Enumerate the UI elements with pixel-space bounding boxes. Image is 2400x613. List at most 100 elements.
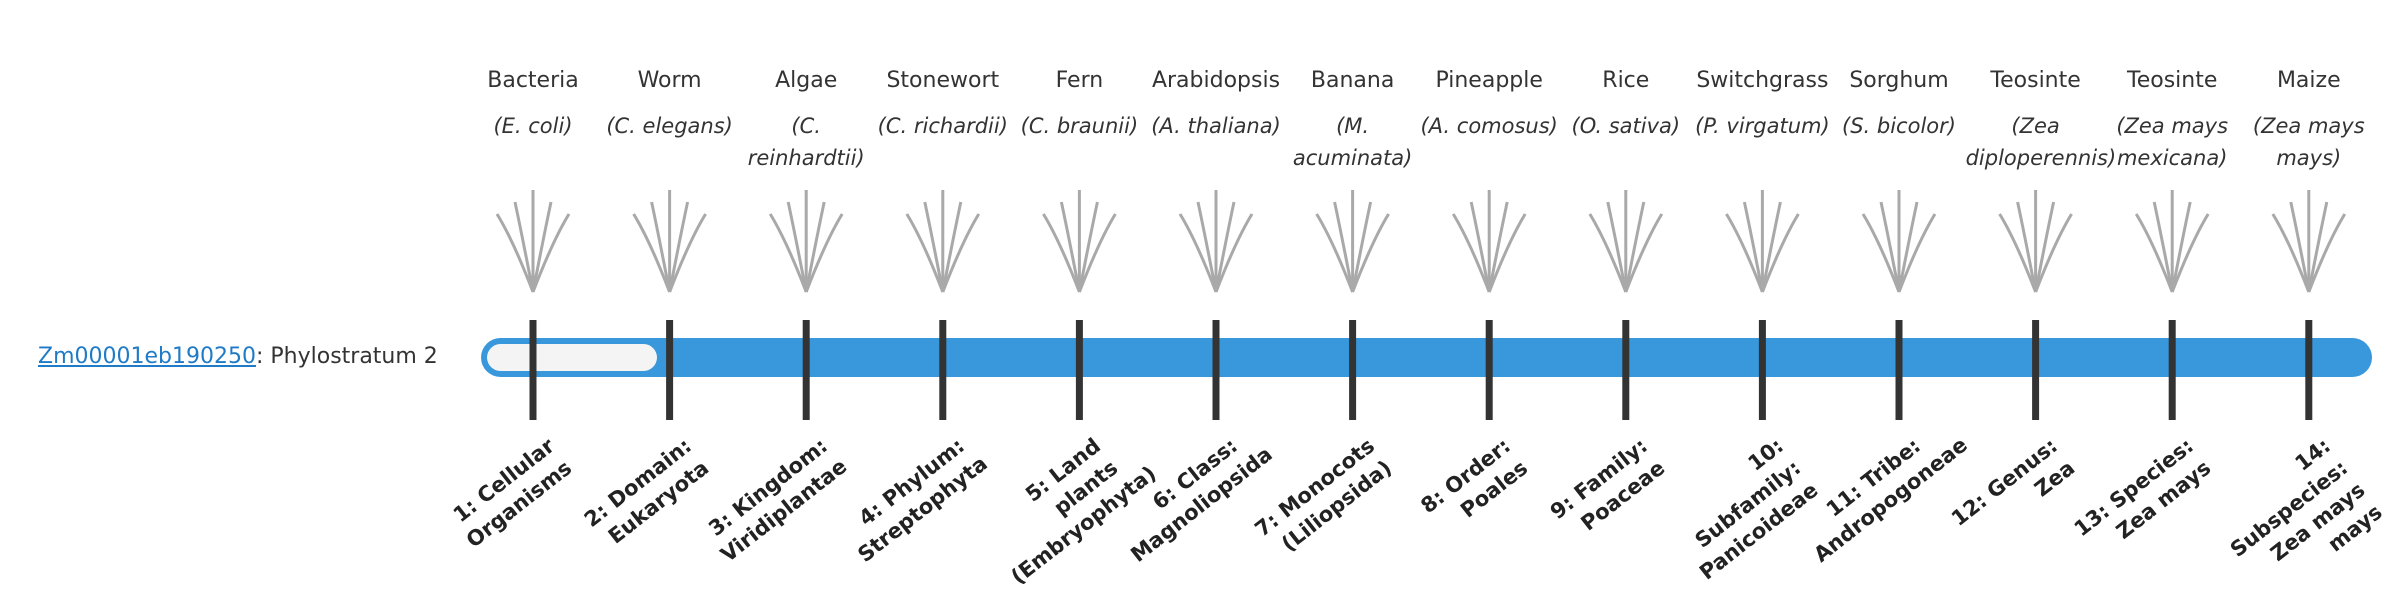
stratum-tick xyxy=(802,320,810,420)
stratum-tick xyxy=(2168,320,2176,420)
illustration-stroke xyxy=(1897,213,1937,293)
illustration-stroke xyxy=(804,201,826,293)
illustration-stroke xyxy=(1214,213,1254,293)
illustration-stroke xyxy=(2307,201,2329,293)
illustration-stroke xyxy=(1078,213,1117,293)
stratum-species: (S. bicolor) xyxy=(1842,114,1956,138)
illustration-stroke xyxy=(1214,201,1236,293)
stratum-illustration xyxy=(1451,190,1527,293)
illustration-stroke xyxy=(531,213,571,293)
stratum-tick xyxy=(939,320,947,420)
stratum-species: (O. sativa) xyxy=(1571,114,1681,138)
illustration-stroke xyxy=(1760,201,1782,293)
illustration-stroke xyxy=(1998,213,2037,293)
illustration-stroke xyxy=(2016,201,2038,293)
illustration-stroke xyxy=(1042,213,1081,293)
timeline-bar xyxy=(481,338,2372,377)
stratum-name: Bacteria xyxy=(487,68,579,93)
stratum-tick xyxy=(1485,320,1493,420)
stratum-tick xyxy=(666,320,674,420)
stratum-name: Rice xyxy=(1602,68,1650,93)
illustration-stroke xyxy=(1742,201,1764,293)
stratum-illustration xyxy=(1861,190,1937,293)
stratum-species: (C. elegans) xyxy=(606,114,733,138)
illustration-stroke xyxy=(2034,201,2056,293)
illustration-stroke xyxy=(768,213,808,293)
stratum-tick xyxy=(1212,320,1220,420)
stratum-name: Pineapple xyxy=(1435,68,1543,93)
stratum-name: Teosinte xyxy=(1990,68,2081,93)
illustration-stroke xyxy=(2271,213,2311,293)
illustration-stroke xyxy=(1333,201,1355,293)
illustration-stroke xyxy=(1879,201,1901,293)
illustration-stroke xyxy=(1196,201,1218,293)
stratum-species: (A. comosus) xyxy=(1420,114,1558,138)
illustration-stroke xyxy=(1059,201,1081,293)
stratum-name: Arabidopsis xyxy=(1151,68,1281,93)
illustration-stroke xyxy=(1624,201,1646,293)
stratum-illustration xyxy=(768,190,844,293)
illustration-stroke xyxy=(2289,201,2311,293)
stratum-illustration xyxy=(1178,190,1254,293)
illustration-stroke xyxy=(531,201,553,293)
illustration-stroke xyxy=(1588,213,1628,293)
illustration-stroke xyxy=(1897,201,1919,293)
illustration-stroke xyxy=(2152,201,2174,293)
illustration-stroke xyxy=(668,213,707,293)
illustration-stroke xyxy=(1178,213,1218,293)
illustration-stroke xyxy=(632,213,671,293)
illustration-stroke xyxy=(1077,201,1099,293)
stratum-species: (Zea diploperennis) xyxy=(1965,114,2117,170)
illustration-stroke xyxy=(1487,213,1527,293)
illustration-stroke xyxy=(1487,201,1509,293)
stratum-name: Algae xyxy=(775,68,838,93)
illustration-stroke xyxy=(1761,213,1800,293)
stratum-name: Sorghum xyxy=(1849,68,1949,93)
stratum-name: Banana xyxy=(1310,68,1395,93)
stratum-illustration xyxy=(495,190,571,293)
illustration-stroke xyxy=(1725,213,1764,293)
illustration-stroke xyxy=(923,201,945,293)
stratum-tick xyxy=(1758,320,1766,420)
illustration-stroke xyxy=(2134,213,2174,293)
stratum-illustration xyxy=(1588,190,1664,293)
illustration-stroke xyxy=(2034,213,2073,293)
illustration-stroke xyxy=(1469,201,1491,293)
illustration-stroke xyxy=(941,201,963,293)
stratum-species: (Zea mays mays) xyxy=(2252,114,2365,170)
illustration-stroke xyxy=(905,213,945,293)
stratum-illustration xyxy=(1042,190,1117,293)
illustration-stroke xyxy=(513,201,535,293)
illustration-stroke xyxy=(786,201,808,293)
stratum-illustration xyxy=(905,190,981,293)
stratum-species: (A. thaliana) xyxy=(1151,114,1281,138)
stratum-species: (C. richardii) xyxy=(877,114,1008,138)
stratum-illustration xyxy=(1998,190,2073,293)
illustration-stroke xyxy=(1351,201,1373,293)
stratum-tick xyxy=(1895,320,1903,420)
stratum-name: Stonewort xyxy=(886,68,1000,93)
stratum-name: Teosinte xyxy=(2127,68,2218,93)
stratum-tick xyxy=(1075,320,1083,420)
stratum-species: (P. virgatum) xyxy=(1695,114,1830,138)
illustration-stroke xyxy=(668,201,690,293)
stratum-name: Switchgrass xyxy=(1696,68,1829,93)
illustration-stroke xyxy=(2170,201,2192,293)
stratum-illustration xyxy=(2134,190,2210,293)
stratum-name: Maize xyxy=(2276,68,2341,93)
illustration-stroke xyxy=(2170,213,2210,293)
stratum-tick xyxy=(1349,320,1357,420)
timeline-fill xyxy=(487,344,657,371)
gene-stratum: : Phylostratum 2 xyxy=(255,344,438,369)
page: {"gene": {"id": "Zm00001eb190250", "labe… xyxy=(38,68,2387,589)
stratum-tick xyxy=(2032,320,2040,420)
stratum-name: Worm xyxy=(637,68,702,93)
gene-link[interactable]: Zm00001eb190250 xyxy=(38,344,256,369)
stratum-illustration xyxy=(632,190,707,293)
stratum-species: (C. braunii) xyxy=(1020,114,1139,138)
illustration-stroke xyxy=(495,213,535,293)
illustration-stroke xyxy=(1624,213,1664,293)
stratum-species: (Zea mays mexicana) xyxy=(2116,114,2229,170)
illustration-stroke xyxy=(1861,213,1901,293)
timeline xyxy=(481,190,2372,420)
